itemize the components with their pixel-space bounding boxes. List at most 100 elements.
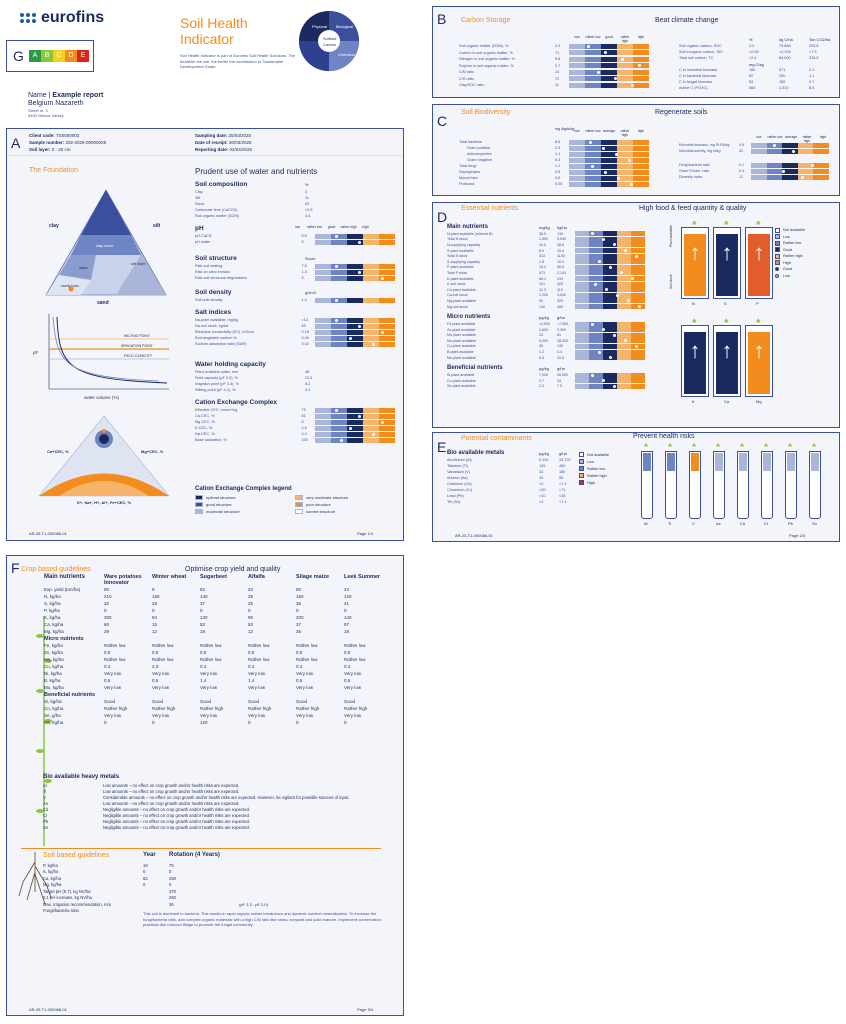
nutrient-value: 115 [557,287,563,292]
crop-section-row: Micro nutrients [43,635,391,642]
nutrient-value: 10.5 [539,242,546,247]
soil-year-header: Year [143,852,156,858]
indicator-value: 1.1 [555,164,561,168]
crop-cell: 28 [152,601,158,606]
scale-label: low [294,225,301,229]
indicator-value: 11 [305,196,309,200]
tube-fill [691,453,699,471]
indicator-name: Gram+/Gram- ratio [679,169,710,173]
indicator-name: Wilting point (pF 4.2), % [195,388,236,392]
crop-cell: Very low [296,685,314,690]
legend-swatch [579,452,584,457]
crop-micro-row: Zn, kg/ha 0.0 0.0 0.0 0.0 0.0 0.0 [43,649,391,656]
crop-main-row: Ca, kg/ha 60 15 52 52 37 97 [43,621,391,628]
indicator-bar [569,181,649,187]
nutrient-value: 15.4 [539,265,546,270]
soil-texture-triangle: clay silt sand clay loam silt loam loam … [45,189,167,305]
crop-row-label: Fe, kg/ha [44,643,63,648]
indicator-bar [569,139,649,145]
section-ph: pH low rather low good rather high high pH-CaC… [195,225,395,245]
tube-fill [643,453,651,471]
crop-cell: 9 [152,587,155,592]
indicator-name: Carbon in soil organic matter, % [459,50,513,55]
indicator-name: Ca-CEC, % [195,414,215,418]
metal-symbol: Pb [43,819,49,824]
nutrient-value: 5,540 [557,237,566,242]
indicator-value: 72 [555,76,560,81]
wheel-label: Biological [336,24,353,29]
indicator-value: 0.18 [301,330,309,334]
texture-label: sand [97,300,109,305]
spacer [679,154,839,162]
scale-label: average [602,129,616,133]
nutrient-value: 2.8 [539,259,544,264]
indicator-row: Actinomycetes 1.1 [459,151,659,157]
nutrient-section-title: Beneficial nutrients [447,365,503,372]
crop-cell: Very low [248,685,266,690]
crop-cell [295,691,343,698]
metal-guideline: Negligible amounts – no effect on crop g… [103,825,251,830]
nutrient-value: 23 [539,333,543,338]
crop-header-row: Main nutrients Ware potatoes Innovator Win… [43,574,391,586]
nutrient-name: Zn-plant available [447,327,476,332]
legend-label: Not available [783,228,805,233]
indicator-bar [315,413,395,419]
indicator-bar [569,63,649,69]
indicator-bar [315,431,395,437]
indicator-row: C/N ratio 14 [459,69,659,76]
metal-guideline: Considerable amounts – no effect on crop… [103,795,350,800]
indicator-name: Silt [195,196,201,200]
crop-cell: Very low [200,685,218,690]
soil-guidelines-title: Soil based guidelines [43,852,110,859]
nutrient-row: Fe-plant available <2,000 <7,000 [447,321,657,327]
soil-rotation-value: 370 [169,888,176,894]
crop-cell: Very low [296,713,314,718]
crop-cell: Good [344,699,356,704]
scale-label: rather low [767,135,783,139]
nutrient-row: B-plant available 1.2 4.4 [447,349,657,355]
indicator-marker [628,158,631,162]
crop-micro-row: Fe, kg/ha Rather low Rather low Rather low R… [43,642,391,649]
legend-label: High [783,260,791,265]
nutrient-row: Mg-plant available 90 329 [447,298,657,304]
contaminant-tube [689,451,701,519]
indicator-row: Soil organic matter (SOM), % 4.4 [459,43,659,50]
legend-swatch [775,273,779,278]
crop-row-label: Ni, kg/ha [44,671,62,676]
crop-cell: 29 [104,629,110,634]
crop-cell: 0.5 [344,678,351,683]
indicator-value: 4.3 [305,388,311,392]
crop-row-label: Exp. yield (ton/ha) [44,587,81,592]
heavy-metal-row: Cd Negligible amounts – no effect on crop… [43,807,398,813]
client-code: TS0000003 [55,133,80,138]
indicator-bar [575,383,645,389]
nutrient-unit: g/ha [557,314,565,320]
indicator-row: Total bacteria 8.6 [459,139,659,145]
scale-label: rather low [585,129,601,133]
panel-f-letter: F [11,560,20,576]
crop-cell: Rather low [200,657,222,662]
soil-layer-label: Soil layer: [29,147,51,152]
texture-label: silt loam [131,261,146,266]
carbon-row: C in fungal biomass 53 185 0.7 [679,80,839,86]
legend-label: Low [587,459,594,464]
soil-rotation-value: 0 [169,869,172,875]
nutrient-row: Total P stock 573 2,100 [447,270,657,276]
nutrient-row: Mo-plant available 5.5 20.5 [447,355,657,361]
indicator-name: Carbonate lime (CaCO3) [195,208,237,212]
tube-label: V [692,521,695,526]
section-salt: Salt indices Na-plant available, mg/kg <13… [195,309,395,347]
legend-label: poor structure [306,502,331,507]
indicator-bar [569,50,649,56]
indicator-value: <0.5 [305,208,313,212]
soil-guidelines-table: P, kg/ha 19 75 K, kg/ha 0 0 Ca, kg/ha 62 250 Mg, … [43,862,398,914]
nutrient-value: 29.4 [557,248,564,253]
crop-cell: Very low [152,685,170,690]
metal-guideline: Negligible amounts – no effect on crop g… [103,819,251,824]
crop-cell [295,635,343,642]
leaf-icon: ♣ [644,443,648,449]
plant-tube: ↑ ♣ [745,220,773,299]
indicator-value: 14 [555,70,560,75]
sampling-date-label: Sampling date: [195,133,228,138]
crop-cell: 120 [344,594,352,599]
